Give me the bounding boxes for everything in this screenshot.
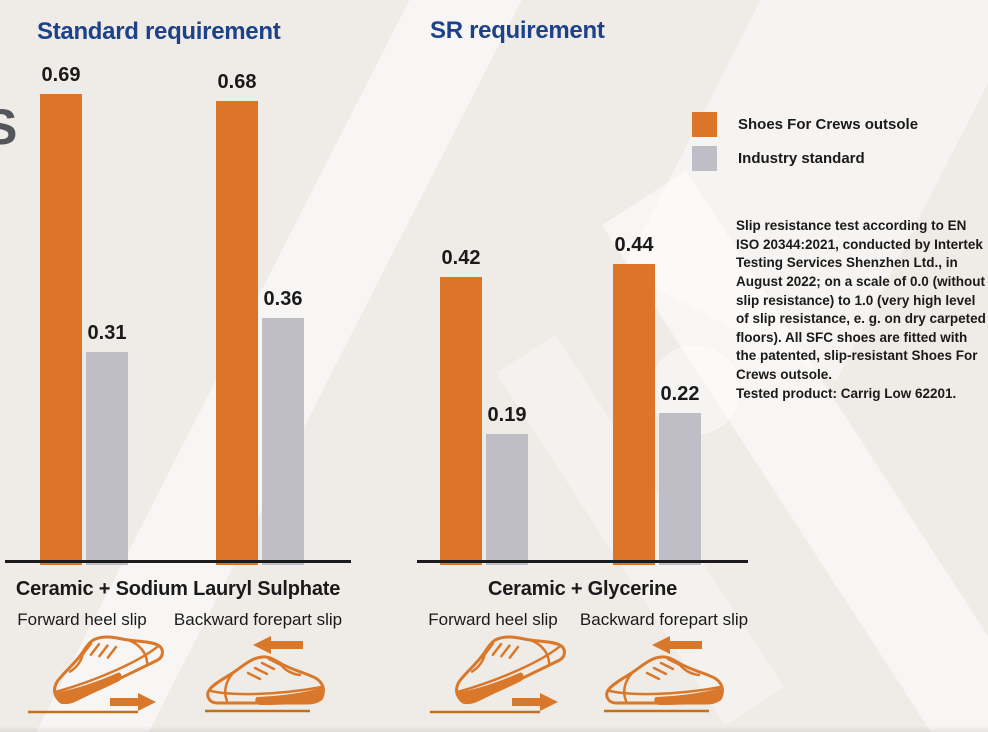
- backward-forepart-slip-icon: [604, 636, 725, 713]
- test-note: Slip resistance test according to EN ISO…: [736, 217, 988, 403]
- sfc-bar: [440, 277, 482, 565]
- forward-heel-slip-icon: [28, 616, 168, 714]
- group-label-forward-heel-slip: Forward heel slip: [428, 610, 558, 629]
- industry-bar: [659, 413, 701, 565]
- arrow-right-icon: [512, 693, 558, 711]
- bar-value-label: 0.68: [217, 71, 257, 93]
- arrow-left-icon: [652, 636, 702, 654]
- group-label-backward-forepart-slip: Backward forepart slip: [173, 610, 343, 629]
- industry-color-swatch: [692, 146, 717, 171]
- left-chart-category-label: Ceramic + Sodium Lauryl Sulphate: [15, 578, 341, 600]
- legend: Shoes For Crews outsole Industry standar…: [692, 112, 918, 180]
- bar-value-label: 0.44: [614, 234, 654, 256]
- test-note-body: Slip resistance test according to EN ISO…: [736, 218, 986, 382]
- group-label-backward-forepart-slip: Backward forepart slip: [579, 610, 749, 629]
- sfc-color-swatch: [692, 112, 717, 137]
- sfc-bar: [40, 94, 82, 565]
- legend-label: Industry standard: [738, 150, 865, 167]
- bar-value-label: 0.42: [441, 247, 481, 269]
- right-chart-category-label: Ceramic + Glycerine: [487, 578, 678, 600]
- left-chart-title: Standard requirement: [37, 18, 281, 45]
- bottom-edge-shade: [0, 726, 988, 732]
- industry-bar: [86, 352, 128, 565]
- bar-value-label: 0.22: [660, 383, 700, 405]
- industry-bar: [262, 318, 304, 565]
- right-chart-baseline: [417, 560, 748, 563]
- sfc-bar: [216, 101, 258, 565]
- legend-item-industry: Industry standard: [692, 146, 918, 171]
- clipped-letter-s: S: [0, 98, 17, 156]
- bar-value-label: 0.19: [487, 404, 527, 426]
- group-label-forward-heel-slip: Forward heel slip: [17, 610, 147, 629]
- left-chart-baseline: [5, 560, 351, 563]
- industry-bar: [486, 434, 528, 565]
- right-chart-title: SR requirement: [430, 17, 605, 44]
- bar-value-label: 0.36: [263, 288, 303, 310]
- arrow-left-icon: [253, 636, 303, 654]
- bar-value-label: 0.69: [41, 64, 81, 86]
- arrow-right-icon: [110, 693, 156, 711]
- backward-forepart-slip-icon: [205, 636, 326, 713]
- legend-label: Shoes For Crews outsole: [738, 116, 919, 133]
- test-note-tested-product: Tested product: Carrig Low 62201.: [736, 385, 957, 401]
- forward-heel-slip-icon: [430, 616, 570, 714]
- sfc-bar: [613, 264, 655, 565]
- legend-item-sfc: Shoes For Crews outsole: [692, 112, 918, 137]
- bar-value-label: 0.31: [87, 322, 127, 344]
